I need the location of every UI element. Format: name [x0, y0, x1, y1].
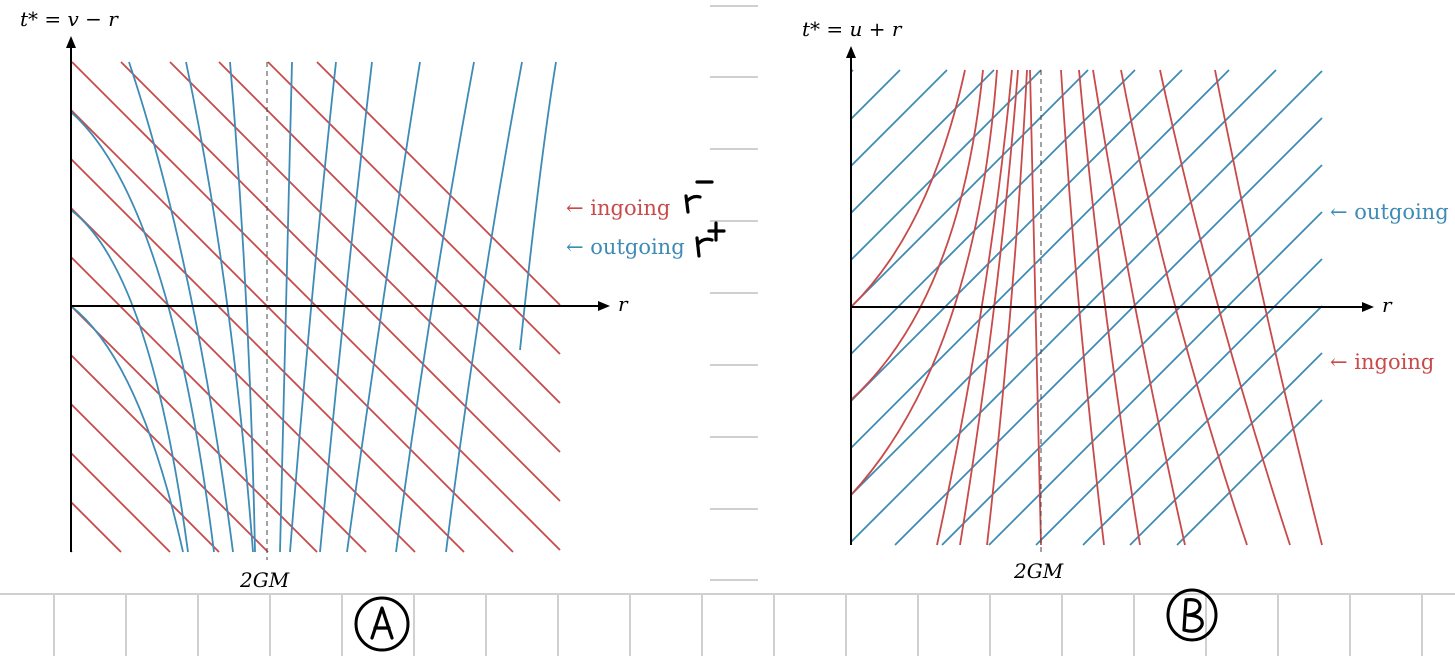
ingoing-label-a: ← ingoing — [566, 196, 670, 220]
outgoing-ray — [1082, 305, 1323, 546]
time-axis-arrow-a — [66, 36, 76, 48]
r-axis-arrow-a — [598, 301, 610, 311]
circled-b-mark — [1166, 588, 1218, 642]
horizon-label-a: 2GM — [239, 568, 290, 592]
ingoing-ray — [959, 69, 1019, 546]
ingoing-ray — [267, 61, 561, 355]
ingoing-ray — [316, 61, 561, 306]
r-axis-label-b: r — [1382, 293, 1393, 317]
outgoing-ray — [850, 69, 995, 214]
ingoing-ray — [70, 354, 269, 553]
ingoing-ray — [1060, 69, 1105, 546]
outgoing-ray — [850, 69, 1042, 261]
ingoing-ray — [70, 207, 416, 553]
ingoing-rays-b — [850, 69, 1323, 546]
outgoing-ray — [445, 61, 523, 553]
notebook-grid — [0, 5, 1455, 656]
ingoing-ray — [936, 69, 1013, 546]
time-axis-arrow-b — [846, 46, 856, 58]
outgoing-ray — [850, 69, 901, 120]
ingoing-ray — [1214, 69, 1323, 546]
handwritten-r-minus — [684, 180, 714, 214]
r-axis-arrow-b — [1362, 302, 1374, 312]
ingoing-ray — [70, 501, 122, 553]
outgoing-ray — [941, 164, 1323, 546]
outgoing-ray — [70, 111, 215, 553]
ingoing-ray — [70, 452, 171, 553]
outgoing-ray — [1129, 352, 1323, 546]
outgoing-ray — [128, 61, 234, 553]
ingoing-ray — [986, 69, 1028, 546]
ingoing-ray — [850, 69, 984, 401]
panel-a: t* = v − r r 2GM ← ingoing ← outgoing — [20, 7, 726, 652]
outgoing-ray — [988, 211, 1323, 546]
time-axis-label-a: t* = v − r — [20, 7, 119, 31]
outgoing-ray — [185, 61, 254, 553]
outgoing-ray — [850, 69, 1277, 496]
time-axis-label-b: t* = u + r — [802, 17, 903, 41]
ingoing-ray — [1092, 69, 1186, 546]
outgoing-ray — [850, 69, 948, 167]
outgoing-ray — [1176, 399, 1323, 546]
outgoing-ray — [70, 209, 189, 553]
horizon-label-b: 2GM — [1013, 559, 1064, 583]
outgoing-ray — [519, 61, 557, 351]
ingoing-ray — [70, 158, 465, 553]
ingoing-ray — [70, 403, 220, 553]
outgoing-ray — [279, 61, 293, 553]
ingoing-ray — [120, 61, 561, 502]
ingoing-ray — [1029, 69, 1042, 546]
outgoing-ray — [346, 61, 421, 553]
outgoing-label-b: ← outgoing — [1330, 200, 1449, 224]
outgoing-label-a: ← outgoing — [566, 235, 685, 259]
ingoing-ray — [1159, 69, 1291, 546]
outgoing-ray — [229, 61, 256, 553]
outgoing-ray — [850, 69, 1089, 308]
ingoing-ray — [218, 61, 561, 404]
panel-b: t* = u + r r 2GM ← outgoing ← ingoing — [802, 17, 1449, 642]
ingoing-ray — [850, 69, 998, 496]
outgoing-ray — [395, 61, 475, 553]
outgoing-ray — [70, 305, 184, 553]
ingoing-ray — [1120, 69, 1248, 546]
r-axis-label-a: r — [618, 292, 629, 316]
handwritten-r-plus — [695, 221, 726, 258]
outgoing-ray — [319, 61, 373, 553]
ingoing-ray — [70, 256, 367, 553]
ingoing-ray — [850, 69, 966, 308]
ingoing-label-b: ← ingoing — [1330, 350, 1434, 374]
outgoing-rays-a — [70, 61, 557, 553]
ingoing-rays-a — [70, 61, 561, 553]
ingoing-ray — [70, 305, 318, 553]
circled-a-mark — [354, 596, 410, 652]
outgoing-ray — [289, 61, 337, 553]
ingoing-ray — [70, 109, 514, 553]
outgoing-ray — [850, 69, 1230, 449]
ingoing-ray — [1078, 69, 1141, 546]
